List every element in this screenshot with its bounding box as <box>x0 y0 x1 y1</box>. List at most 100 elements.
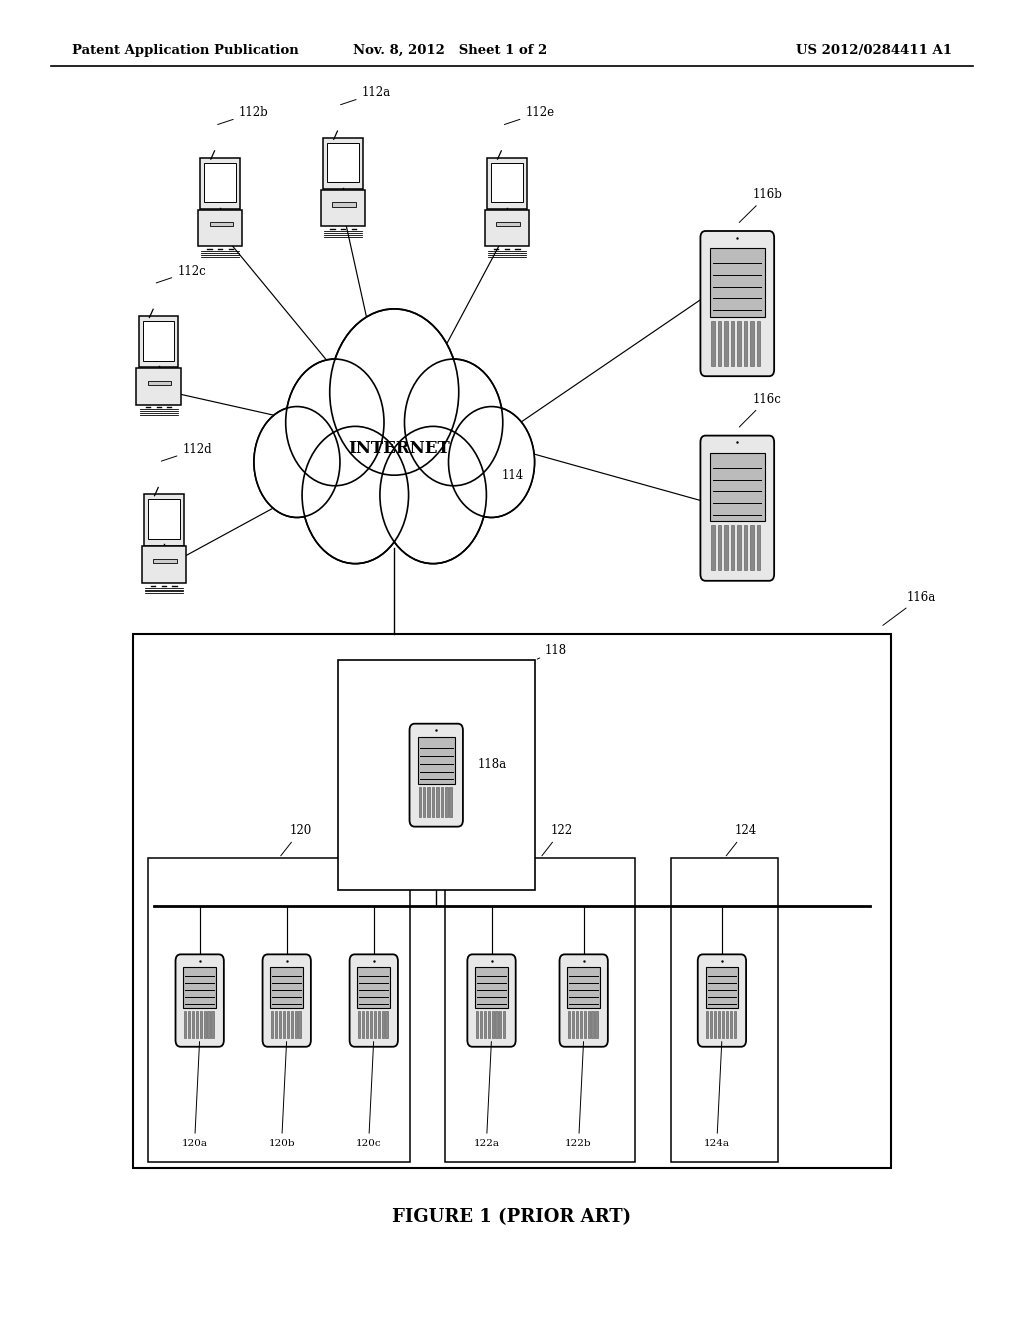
Text: 122: 122 <box>542 824 572 855</box>
Circle shape <box>254 407 340 517</box>
Bar <box>366 1011 368 1038</box>
Text: 112d: 112d <box>162 442 212 461</box>
FancyBboxPatch shape <box>144 495 183 545</box>
Bar <box>751 321 754 366</box>
Text: FIGURE 1 (PRIOR ART): FIGURE 1 (PRIOR ART) <box>392 1208 632 1226</box>
Bar <box>143 321 174 360</box>
Bar <box>357 968 390 1008</box>
Bar <box>492 162 522 202</box>
Bar <box>279 1011 281 1038</box>
Bar <box>707 1011 709 1038</box>
FancyBboxPatch shape <box>487 158 526 209</box>
Text: US 2012/0284411 A1: US 2012/0284411 A1 <box>797 44 952 57</box>
Circle shape <box>382 429 484 561</box>
Bar <box>483 1011 485 1038</box>
Bar <box>333 202 355 206</box>
Bar <box>584 1011 586 1038</box>
Bar <box>423 787 425 817</box>
Bar <box>496 1011 498 1038</box>
Bar <box>475 968 508 1008</box>
Bar <box>575 1011 578 1038</box>
Text: 116a: 116a <box>883 590 936 626</box>
Bar <box>436 787 438 817</box>
Bar <box>210 222 232 226</box>
Bar <box>718 321 721 366</box>
Text: 112a: 112a <box>341 86 390 104</box>
Bar <box>671 858 778 1162</box>
Bar <box>492 1011 494 1038</box>
Text: Nov. 8, 2012   Sheet 1 of 2: Nov. 8, 2012 Sheet 1 of 2 <box>353 44 548 57</box>
Circle shape <box>450 408 534 516</box>
Bar <box>419 787 421 817</box>
Circle shape <box>380 426 486 564</box>
Circle shape <box>304 429 407 561</box>
Bar <box>183 968 216 1008</box>
Bar <box>706 968 738 1008</box>
Text: 120b: 120b <box>268 1041 295 1148</box>
Bar <box>283 1011 285 1038</box>
Text: 114: 114 <box>502 469 524 482</box>
Bar <box>567 968 600 1008</box>
Bar <box>298 1011 301 1038</box>
Bar <box>588 1011 590 1038</box>
Text: 122b: 122b <box>565 1041 592 1148</box>
Bar <box>362 1011 365 1038</box>
Text: 120: 120 <box>281 824 311 855</box>
Bar <box>476 1011 478 1038</box>
Bar <box>711 1011 713 1038</box>
Bar <box>154 558 176 562</box>
Bar <box>743 321 748 366</box>
Bar <box>418 738 455 784</box>
Text: 116b: 116b <box>739 187 782 223</box>
FancyBboxPatch shape <box>198 210 243 246</box>
Text: 118a: 118a <box>477 758 506 771</box>
Bar <box>385 1011 388 1038</box>
Bar <box>724 525 728 570</box>
FancyBboxPatch shape <box>141 546 186 582</box>
Bar <box>568 1011 570 1038</box>
Bar <box>196 1011 198 1038</box>
FancyBboxPatch shape <box>175 954 224 1047</box>
FancyBboxPatch shape <box>697 954 746 1047</box>
Bar <box>291 1011 293 1038</box>
Circle shape <box>302 426 409 564</box>
FancyBboxPatch shape <box>700 436 774 581</box>
FancyBboxPatch shape <box>700 231 774 376</box>
Circle shape <box>404 359 503 486</box>
Text: 122a: 122a <box>473 1041 500 1148</box>
Bar <box>751 525 754 570</box>
Bar <box>208 1011 210 1038</box>
Bar <box>730 1011 732 1038</box>
FancyBboxPatch shape <box>321 190 366 226</box>
Bar <box>204 1011 206 1038</box>
Text: 118: 118 <box>538 644 567 659</box>
Bar <box>500 1011 502 1038</box>
Bar <box>440 787 443 817</box>
Text: 124: 124 <box>726 824 757 855</box>
FancyBboxPatch shape <box>262 954 311 1047</box>
Bar <box>445 787 447 817</box>
Bar <box>382 1011 384 1038</box>
Bar <box>710 453 765 521</box>
Bar <box>733 1011 736 1038</box>
Text: 112b: 112b <box>218 106 268 124</box>
Bar <box>726 1011 728 1038</box>
FancyBboxPatch shape <box>484 210 529 246</box>
FancyBboxPatch shape <box>201 158 240 209</box>
Bar <box>450 787 452 817</box>
FancyBboxPatch shape <box>467 954 516 1047</box>
Bar <box>427 787 430 817</box>
Circle shape <box>332 312 457 473</box>
Bar <box>592 1011 594 1038</box>
Text: 120a: 120a <box>181 1041 208 1148</box>
Bar <box>378 1011 380 1038</box>
Bar <box>295 1011 297 1038</box>
Bar <box>374 1011 376 1038</box>
Bar <box>497 222 519 226</box>
Bar <box>712 525 715 570</box>
Bar <box>737 321 740 366</box>
Bar <box>503 1011 506 1038</box>
Bar <box>731 321 734 366</box>
Circle shape <box>449 407 535 517</box>
Bar <box>743 525 748 570</box>
